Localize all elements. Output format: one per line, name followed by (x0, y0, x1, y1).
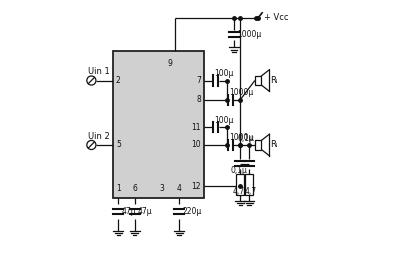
Text: 4,7: 4,7 (233, 187, 245, 196)
Text: 7: 7 (196, 76, 201, 85)
Text: 47μ: 47μ (121, 207, 136, 216)
Text: 12: 12 (191, 182, 201, 190)
Text: Rₗ: Rₗ (270, 76, 277, 85)
Text: 0,1μ: 0,1μ (238, 134, 255, 143)
Text: 220μ: 220μ (182, 207, 202, 216)
Bar (236, 173, 244, 195)
Bar (113, 51, 204, 198)
Text: 11: 11 (191, 123, 201, 132)
Text: Uin 2: Uin 2 (88, 132, 110, 141)
Text: 2: 2 (116, 76, 121, 85)
Text: 8: 8 (196, 95, 201, 104)
Text: 4: 4 (177, 184, 182, 193)
Text: 100μ: 100μ (215, 116, 234, 125)
Text: 0,1μ: 0,1μ (231, 166, 248, 175)
Text: 4,7: 4,7 (244, 187, 256, 196)
Text: 1000μ: 1000μ (229, 133, 253, 142)
Text: 6: 6 (132, 184, 137, 193)
Text: 1000μ: 1000μ (237, 30, 262, 39)
Text: 1000μ: 1000μ (229, 88, 253, 97)
Bar (245, 173, 253, 195)
Bar (255, 76, 261, 85)
Text: + Vcc: + Vcc (264, 13, 288, 22)
Text: 1: 1 (116, 184, 121, 193)
Text: 5: 5 (116, 140, 121, 150)
Text: 100μ: 100μ (215, 69, 234, 78)
Text: 9: 9 (167, 59, 172, 68)
Text: 10: 10 (191, 140, 201, 150)
Text: Uin 1: Uin 1 (88, 67, 110, 76)
Bar (255, 140, 261, 150)
Text: Rₗ: Rₗ (270, 140, 277, 150)
Text: 3: 3 (160, 184, 164, 193)
Text: 47μ: 47μ (138, 207, 152, 216)
